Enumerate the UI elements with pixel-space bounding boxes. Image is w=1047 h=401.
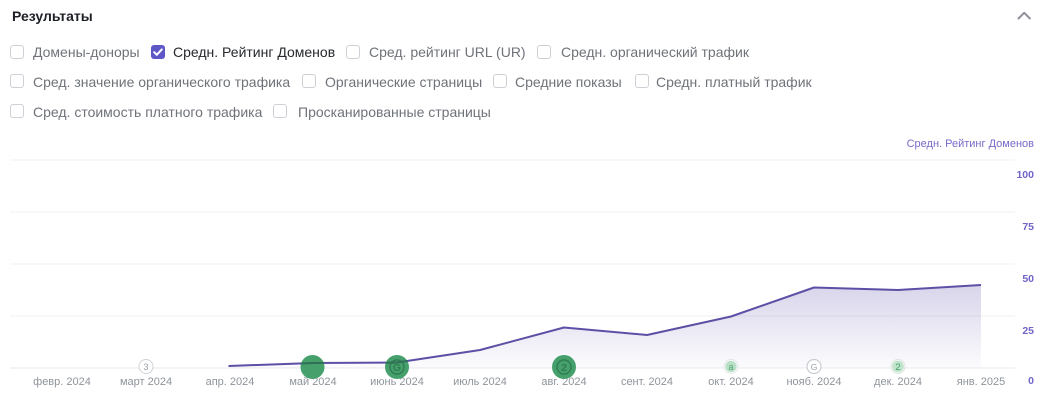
svg-text:0: 0 [1028, 375, 1034, 387]
svg-text:июнь 2024: июнь 2024 [370, 376, 424, 388]
svg-text:янв. 2025: янв. 2025 [957, 376, 1005, 388]
svg-text:2: 2 [561, 362, 567, 374]
svg-text:3: 3 [143, 362, 148, 372]
svg-text:25: 25 [1022, 325, 1034, 337]
svg-text:апр. 2024: апр. 2024 [206, 376, 255, 388]
svg-text:авг. 2024: авг. 2024 [541, 376, 586, 388]
svg-text:сент. 2024: сент. 2024 [621, 376, 673, 388]
svg-text:дек. 2024: дек. 2024 [874, 376, 922, 388]
svg-text:100: 100 [1016, 169, 1034, 181]
svg-text:нояб. 2024: нояб. 2024 [786, 376, 841, 388]
svg-text:февр. 2024: февр. 2024 [33, 376, 91, 388]
svg-text:G: G [393, 362, 401, 374]
svg-text:май 2024: май 2024 [289, 376, 336, 388]
svg-text:июль 2024: июль 2024 [453, 376, 507, 388]
svg-text:G: G [811, 362, 818, 372]
svg-text:окт. 2024: окт. 2024 [708, 376, 753, 388]
svg-text:март 2024: март 2024 [120, 376, 172, 388]
svg-text:2: 2 [895, 362, 900, 373]
svg-text:75: 75 [1022, 221, 1034, 233]
svg-text:a: a [728, 362, 733, 372]
svg-text:50: 50 [1022, 273, 1034, 285]
svg-text:Средн. Рейтинг Доменов: Средн. Рейтинг Доменов [907, 138, 1035, 150]
